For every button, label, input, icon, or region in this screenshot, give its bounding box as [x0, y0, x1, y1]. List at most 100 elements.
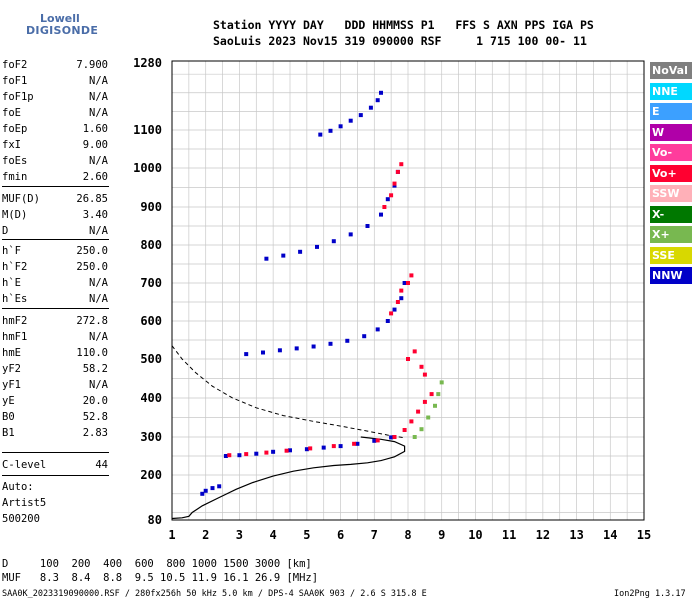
param-row: hmE 110.0 [2, 346, 108, 360]
param-value: 2.83 [82, 427, 108, 439]
echo-point [355, 441, 360, 446]
echo-point [308, 446, 313, 451]
param-row: C-level 44 [2, 458, 108, 472]
param-separator [2, 475, 109, 476]
echo-point [203, 488, 208, 493]
y-tick-label: 200 [140, 468, 162, 482]
param-value: 1.60 [82, 123, 108, 135]
param-row: foF2 7.900 [2, 58, 108, 72]
echo-point [402, 428, 407, 432]
echo-point [254, 451, 259, 456]
y-tick-label: 500 [140, 352, 162, 366]
echo-point [419, 364, 424, 369]
reflection-height-curve [171, 345, 405, 439]
param-row: fxI 9.00 [2, 138, 108, 152]
echo-point [399, 162, 404, 167]
param-row: MUF(D) 26.85 [2, 192, 108, 206]
echo-point [395, 300, 400, 304]
param-value: 52.8 [82, 411, 108, 423]
y-tick-label: 1100 [133, 123, 162, 137]
echo-point [345, 338, 350, 343]
echo-point [409, 273, 414, 278]
auto-artist: Artist5 [2, 497, 47, 509]
echo-point [348, 232, 353, 237]
param-name: h`Es [2, 293, 28, 305]
echo-point [422, 399, 427, 404]
param-value: N/A [89, 379, 108, 391]
x-tick-label: 15 [637, 528, 651, 542]
echo-point [392, 181, 397, 186]
echo-point [368, 105, 373, 110]
echo-point [271, 449, 276, 454]
param-value: N/A [89, 91, 108, 103]
param-name: foF1p [2, 91, 34, 103]
param-name: h`F2 [2, 261, 28, 273]
echo-point [244, 352, 249, 357]
param-name: fmin [2, 171, 28, 183]
param-value: 26.85 [76, 193, 108, 205]
logo-lowell: Lowell [40, 12, 80, 25]
legend-item: X+ [650, 226, 692, 243]
echo-trace [406, 349, 427, 377]
param-separator [2, 308, 109, 309]
y-tick-label: 600 [140, 314, 162, 328]
plot-frame [171, 60, 645, 521]
x-tick-label: 12 [536, 528, 550, 542]
echo-point [277, 348, 282, 353]
param-row: h`E N/A [2, 276, 108, 290]
echo-point [298, 249, 303, 254]
param-value: 250.0 [76, 261, 108, 273]
echo-point [331, 239, 336, 244]
echo-point [419, 427, 424, 432]
param-name: M(D) [2, 209, 28, 221]
legend-item: NNE [650, 82, 692, 100]
echo-trace [264, 169, 400, 261]
echo-point [338, 124, 343, 129]
echo-point [281, 253, 286, 258]
param-value: 110.0 [76, 347, 108, 359]
param-value: N/A [89, 107, 108, 119]
echo-point [321, 445, 326, 450]
echo-point [315, 244, 319, 249]
x-tick-label: 2 [202, 528, 209, 542]
echo-trace [244, 281, 407, 357]
x-tick-label: 7 [371, 528, 378, 542]
footer-file-line: SAA0K_2023319090000.RSF / 280fx256h 50 k… [2, 589, 427, 599]
x-tick-label: 11 [502, 528, 516, 542]
echo-point [311, 344, 316, 349]
echo-point [389, 435, 394, 440]
param-value: 3.40 [82, 209, 108, 221]
param-row: B0 52.8 [2, 410, 108, 424]
echo-point [406, 281, 410, 285]
param-name: foEp [2, 123, 28, 135]
header-line-2: SaoLuis 2023 Nov15 319 090000 RSF 1 715 … [213, 34, 587, 48]
param-row: foEs N/A [2, 154, 108, 168]
param-value: N/A [89, 75, 108, 87]
echo-point [237, 453, 242, 458]
ionogram-chart: 1 2 3 4 5 6 7 8 9 10 11 12 13 14 158020030040050060070… [133, 56, 651, 542]
echo-point [244, 452, 249, 457]
echo-point [436, 392, 441, 397]
param-name: h`F [2, 245, 21, 257]
echo-point [375, 327, 380, 332]
param-row: M(D) 3.40 [2, 208, 108, 222]
echo-point [385, 197, 390, 202]
auto-version: 500200 [2, 513, 40, 525]
param-value: 7.900 [76, 59, 108, 71]
echo-point [399, 288, 404, 293]
y-tick-label: 300 [140, 430, 162, 444]
param-row: foF1 N/A [2, 74, 108, 88]
param-value: N/A [89, 331, 108, 343]
echo-point [416, 409, 421, 414]
echo-point [389, 311, 394, 316]
param-row: foE N/A [2, 106, 108, 120]
electron-density-profile [171, 436, 406, 520]
echo-point [210, 486, 215, 491]
echo-point [294, 346, 299, 351]
x-tick-label: 9 [438, 528, 445, 542]
param-row: D N/A [2, 224, 108, 238]
y-tick-label: 1280 [133, 56, 162, 70]
echo-point [429, 392, 434, 397]
param-separator [2, 186, 109, 187]
echo-trace [318, 90, 383, 137]
